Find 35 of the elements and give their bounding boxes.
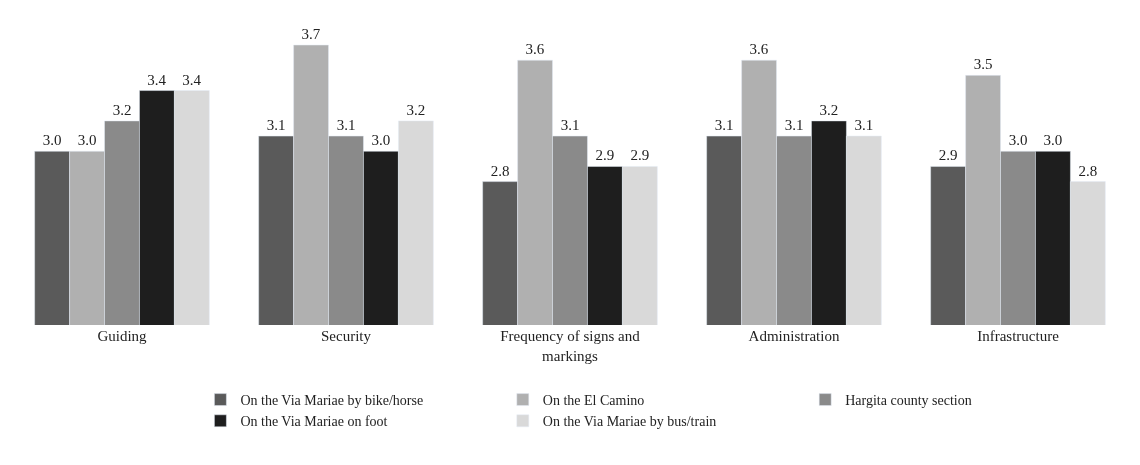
data-label: 3.6	[749, 41, 769, 58]
data-label: 2.8	[1078, 162, 1098, 179]
legend-label: On the Via Mariae on foot	[240, 414, 388, 430]
data-label: 3.0	[77, 132, 97, 149]
data-label: 3.1	[714, 117, 734, 134]
legend-label: On the El Camino	[542, 393, 645, 409]
data-label: 3.5	[973, 56, 993, 73]
data-label: 3.0	[1008, 132, 1028, 149]
x-tick-label: Frequency of signs and markings	[500, 328, 641, 364]
data-label: 3.4	[182, 71, 202, 88]
data-label: 3.1	[266, 117, 286, 134]
data-label: 2.8	[490, 162, 510, 179]
data-label: 3.1	[336, 117, 356, 134]
data-label: 3.1	[854, 117, 874, 134]
data-label: 3.0	[42, 132, 62, 149]
data-label: 3.6	[525, 41, 545, 58]
legend-label: Hargita county section	[845, 393, 972, 409]
x-tick-label: Guiding	[97, 328, 148, 344]
data-label: 3.2	[112, 101, 132, 118]
data-label: 2.9	[595, 147, 615, 164]
data-label: 3.2	[819, 101, 839, 118]
data-label: 3.1	[784, 117, 804, 134]
data-label: 2.9	[938, 147, 958, 164]
x-tick-label: Infrastructure	[977, 328, 1060, 344]
data-label: 3.0	[371, 132, 391, 149]
legend-label: On the Via Mariae by bike/horse	[240, 393, 424, 409]
data-label: 3.0	[1043, 132, 1063, 149]
data-label: 3.2	[406, 101, 426, 118]
legend-label: On the Via Mariae by bus/train	[542, 414, 717, 430]
x-tick-label: Security	[321, 328, 372, 344]
data-label: 3.1	[560, 117, 580, 134]
data-label: 3.7	[301, 26, 321, 43]
data-label: 2.9	[630, 147, 650, 164]
x-tick-label: Administration	[748, 328, 840, 344]
data-label: 3.4	[147, 71, 167, 88]
